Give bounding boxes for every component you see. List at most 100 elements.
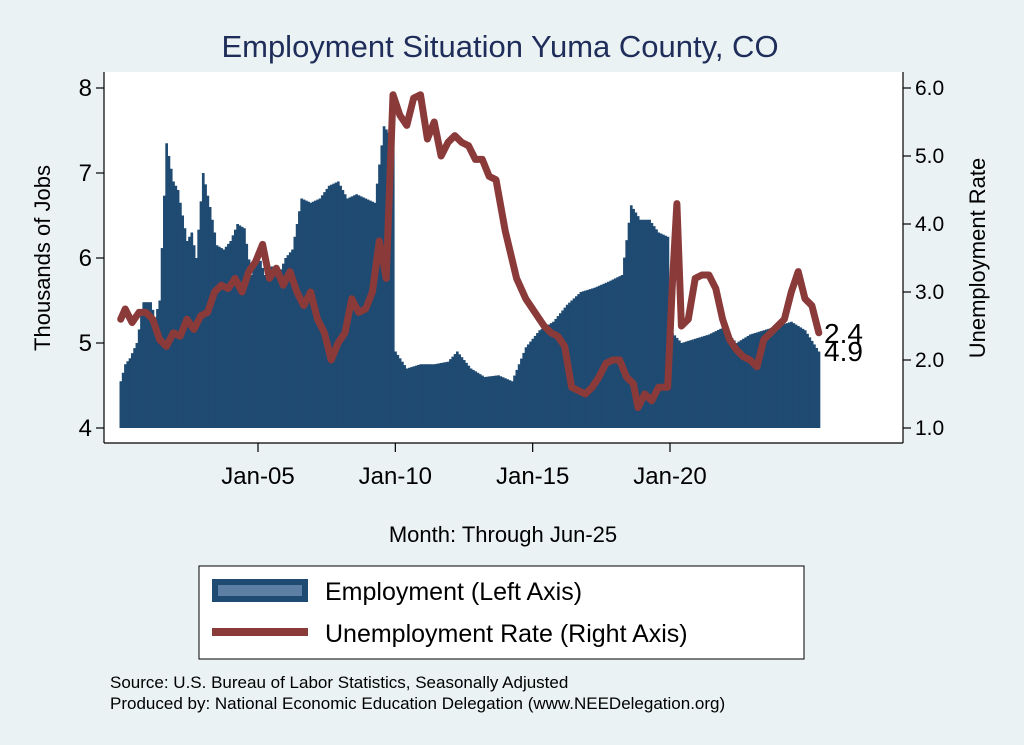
- employment-bar: [678, 340, 681, 428]
- employment-bar: [522, 352, 526, 428]
- employment-bar: [446, 361, 450, 428]
- employment-bar: [426, 364, 429, 428]
- employment-bar: [430, 364, 434, 428]
- employment-bar: [694, 338, 697, 428]
- employment-bar: [625, 240, 629, 428]
- employment-bar: [398, 358, 402, 428]
- right-axis-tick-label: 2.0: [915, 349, 944, 372]
- employment-bar: [135, 343, 139, 428]
- source-line-2: Produced by: National Economic Education…: [110, 694, 725, 713]
- employment-bar: [556, 316, 560, 428]
- employment-bar: [295, 224, 299, 428]
- employment-bar: [371, 201, 374, 428]
- employment-bar: [300, 198, 304, 428]
- employment-bar: [378, 164, 381, 428]
- employment-bar: [151, 309, 155, 428]
- employment-bar: [270, 266, 274, 428]
- employment-bar: [231, 235, 235, 428]
- employment-bar: [716, 329, 720, 428]
- employment-bar: [407, 367, 411, 428]
- employment-bar: [458, 354, 461, 428]
- left-axis-ticks: 4 5 6 7 8: [79, 75, 104, 442]
- employment-bar: [284, 258, 288, 428]
- employment-bar: [643, 219, 647, 428]
- employment-bar: [339, 185, 342, 428]
- employment-bar: [586, 289, 590, 429]
- employment-bar: [130, 353, 134, 428]
- employment-bar: [655, 229, 658, 428]
- employment-bar: [721, 327, 725, 428]
- employment-bar: [726, 332, 729, 428]
- employment-bar: [462, 360, 466, 428]
- employment-bar: [751, 333, 754, 428]
- source-line-1: Source: U.S. Bureau of Labor Statistics,…: [110, 673, 568, 692]
- employment-bar: [467, 365, 471, 428]
- employment-bar: [545, 326, 548, 428]
- employment-bar: [304, 200, 308, 428]
- left-axis-tick-label: 7: [79, 160, 92, 187]
- employment-bar: [581, 291, 585, 428]
- legend-label-employment: Employment (Left Axis): [325, 578, 582, 606]
- employment-bar: [577, 294, 580, 428]
- right-axis-tick-label: 3.0: [915, 281, 944, 304]
- employment-bar: [298, 211, 301, 428]
- employment-bar: [144, 302, 148, 428]
- employment-bar: [275, 272, 278, 428]
- employment-bar: [185, 241, 189, 428]
- employment-bar: [600, 284, 603, 428]
- employment-bar: [508, 380, 512, 428]
- employment-bar: [597, 285, 601, 428]
- employment-bar: [790, 321, 793, 428]
- right-axis-tick-label: 1.0: [915, 417, 944, 440]
- employment-bar: [437, 363, 441, 428]
- employment-bar: [389, 135, 393, 428]
- employment-bar: [632, 208, 635, 428]
- employment-bar: [169, 168, 173, 428]
- chart-title: Employment Situation Yuma County, CO: [221, 29, 778, 64]
- employment-bar: [455, 351, 459, 428]
- employment-bar: [735, 343, 738, 428]
- employment-bar: [774, 326, 777, 428]
- right-axis-tick-label: 4.0: [915, 213, 944, 236]
- employment-bar: [813, 344, 816, 428]
- employment-bar: [602, 283, 606, 428]
- employment-bar: [579, 292, 583, 428]
- employment-bar: [661, 234, 665, 428]
- employment-bar: [229, 241, 233, 428]
- employment-bar: [664, 235, 667, 428]
- left-axis-tick-label: 4: [79, 415, 92, 442]
- employment-bar: [478, 374, 482, 428]
- employment-bar: [540, 328, 544, 428]
- employment-bar: [403, 365, 407, 428]
- employment-bar: [481, 375, 484, 428]
- employment-bar: [785, 323, 789, 428]
- x-axis-ticks: Jan-05 Jan-10 Jan-15 Jan-20: [221, 443, 707, 490]
- employment-bar: [810, 340, 814, 429]
- employment-bar: [607, 281, 610, 428]
- employment-bar: [682, 342, 686, 428]
- employment-bar: [767, 328, 770, 428]
- x-axis-tick-label: Jan-10: [359, 463, 432, 490]
- employment-bar: [126, 361, 130, 428]
- employment-bar: [538, 330, 542, 428]
- employment-bar: [604, 282, 608, 428]
- employment-bar: [423, 364, 427, 428]
- employment-bar: [208, 207, 212, 428]
- employment-bar: [499, 376, 503, 428]
- employment-bar: [188, 236, 191, 428]
- legend-label-unemployment: Unemployment Rate (Right Axis): [325, 620, 688, 648]
- employment-bar: [494, 375, 498, 428]
- employment-bar: [652, 226, 656, 429]
- employment-bar: [286, 255, 290, 428]
- employment-bar: [121, 372, 125, 428]
- employment-bar: [153, 317, 157, 428]
- employment-bar: [794, 324, 798, 428]
- employment-bar: [282, 263, 285, 428]
- employment-bar: [758, 331, 761, 428]
- employment-bar: [332, 183, 336, 429]
- employment-bar: [742, 338, 745, 428]
- employment-bar: [293, 236, 297, 428]
- employment-bar: [256, 253, 260, 428]
- right-axis-tick-label: 5.0: [915, 145, 944, 168]
- employment-bar: [552, 321, 555, 428]
